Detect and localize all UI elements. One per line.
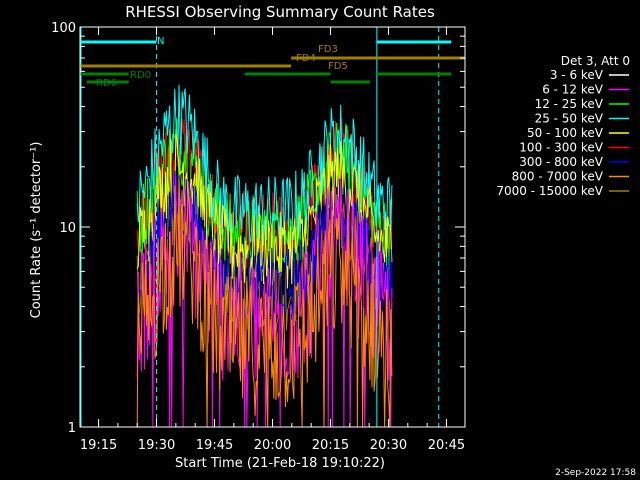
x-tick-label: 20:15 (312, 438, 349, 453)
series-line (136, 117, 393, 272)
series-line (136, 179, 393, 428)
legend-label: 6 - 12 keV (542, 83, 604, 97)
flag-label: FD5 (328, 61, 348, 72)
axes: 19:15 19:30 19:45 20:00 20:15 20:30 20:45 1 10 10… (51, 21, 465, 453)
x-tick-label: 19:30 (138, 438, 175, 453)
x-tick-label: 19:45 (196, 438, 233, 453)
legend-label: 50 - 100 keV (527, 126, 604, 140)
chart-title: RHESSI Observing Summary Count Rates (125, 3, 435, 21)
legend-label: 300 - 800 keV (519, 155, 603, 169)
y-tick-label: 100 (51, 21, 76, 36)
x-axis-label: Start Time (21-Feb-18 19:10:22) (175, 456, 385, 471)
footer-date: 2-Sep-2022 17:58 (555, 468, 636, 478)
legend-label: 3 - 6 keV (550, 68, 604, 82)
legend-label: 12 - 25 keV (535, 97, 604, 111)
flag-label: RD0 (130, 70, 151, 81)
flag-label: N (157, 36, 164, 47)
legend-title: Det 3, Att 0 (561, 54, 630, 68)
flag-label: FD4 (296, 53, 316, 64)
flag-label: RD6 (96, 78, 117, 89)
legend-label: 800 - 7000 keV (512, 170, 604, 184)
y-tick-label: 1 (68, 421, 76, 436)
x-tick-label: 20:45 (428, 438, 465, 453)
y-tick-label: 10 (59, 221, 76, 236)
series-line (136, 84, 393, 249)
flag-label: FD3 (318, 44, 338, 55)
x-tick-label: 20:00 (254, 438, 291, 453)
x-tick-label: 19:15 (80, 438, 117, 453)
legend-label: 7000 - 15000 keV (496, 184, 603, 198)
y-axis-label: Count Rate (s⁻¹ detector⁻¹) (29, 142, 44, 319)
legend-label: 100 - 300 keV (519, 141, 603, 155)
legend-label: 25 - 50 keV (535, 112, 604, 126)
x-tick-label: 20:30 (370, 438, 407, 453)
